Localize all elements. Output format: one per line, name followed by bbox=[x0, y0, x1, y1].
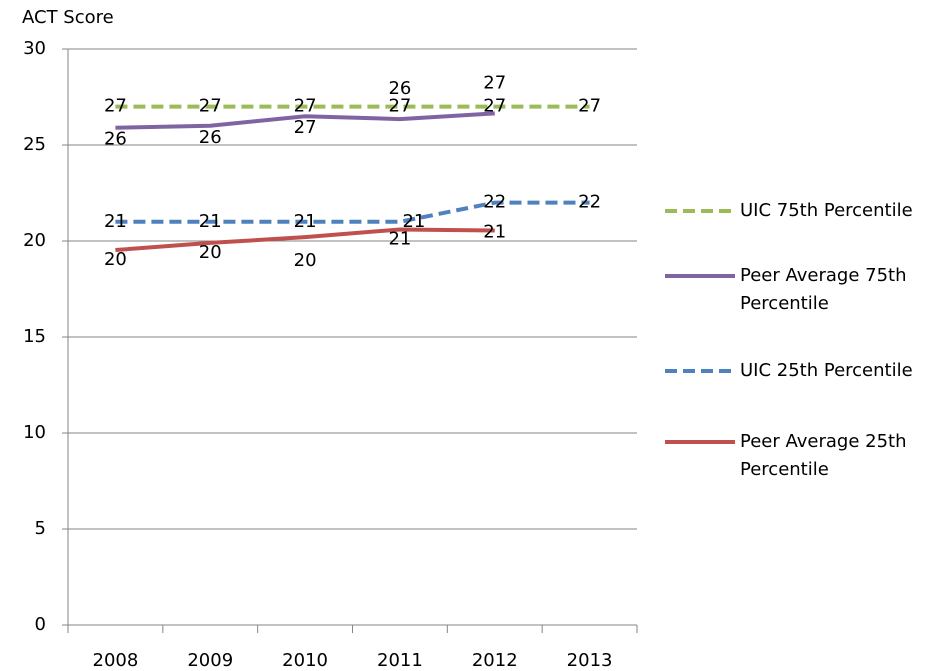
data-label: 21 bbox=[104, 211, 127, 232]
data-label: 27 bbox=[199, 96, 222, 117]
x-tick-label: 2008 bbox=[93, 650, 139, 671]
data-label: 27 bbox=[294, 96, 317, 117]
data-label: 20 bbox=[294, 250, 317, 271]
data-label: 27 bbox=[578, 96, 601, 117]
data-label: 26 bbox=[104, 129, 127, 150]
data-label: 21 bbox=[483, 221, 506, 242]
y-tick-label: 25 bbox=[23, 134, 46, 155]
x-tick-label: 2011 bbox=[377, 650, 423, 671]
x-tick-label: 2013 bbox=[567, 650, 613, 671]
data-label: 27 bbox=[104, 96, 127, 117]
data-label: 27 bbox=[388, 96, 411, 117]
y-tick-label: 15 bbox=[23, 326, 46, 347]
y-axis-title: ACT Score bbox=[22, 7, 114, 28]
series-line bbox=[115, 200, 590, 224]
data-label: 22 bbox=[578, 192, 601, 213]
series-line bbox=[115, 227, 495, 253]
y-tick-label: 0 bbox=[35, 614, 46, 635]
data-label: 22 bbox=[483, 192, 506, 213]
data-label: 20 bbox=[104, 249, 127, 270]
legend-entry: UIC 25th Percentile bbox=[740, 360, 913, 381]
data-label: 21 bbox=[294, 211, 317, 232]
x-tick-label: 2010 bbox=[282, 650, 328, 671]
data-label: 27 bbox=[483, 72, 506, 93]
data-label: 26 bbox=[199, 127, 222, 148]
data-label: 21 bbox=[199, 211, 222, 232]
legend-entry: Peer Average 25th Percentile bbox=[740, 431, 907, 480]
legend-entry: UIC 75th Percentile bbox=[740, 200, 913, 221]
data-label: 20 bbox=[199, 242, 222, 263]
y-tick-label: 5 bbox=[35, 518, 46, 539]
data-label: 21 bbox=[402, 211, 425, 232]
data-label: 27 bbox=[294, 117, 317, 138]
data-label: 21 bbox=[388, 228, 411, 249]
series-line bbox=[115, 111, 495, 130]
data-label: 27 bbox=[483, 96, 506, 117]
x-tick-label: 2012 bbox=[472, 650, 518, 671]
data-label: 26 bbox=[388, 78, 411, 99]
legend-entry: Peer Average 75th Percentile bbox=[740, 265, 907, 314]
x-tick-label: 2009 bbox=[187, 650, 233, 671]
y-tick-label: 10 bbox=[23, 422, 46, 443]
y-tick-label: 20 bbox=[23, 230, 46, 251]
y-tick-label: 30 bbox=[23, 38, 46, 59]
